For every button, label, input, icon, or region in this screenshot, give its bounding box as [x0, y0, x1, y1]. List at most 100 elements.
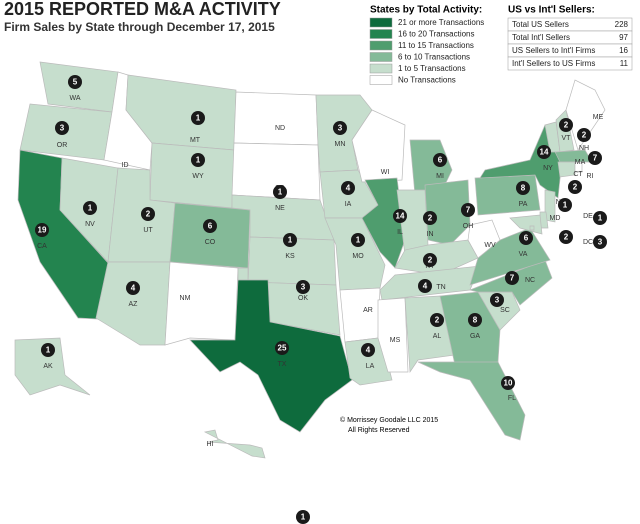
count-value: 14	[540, 148, 549, 157]
states	[14, 61, 606, 459]
state-label: ME	[593, 114, 604, 121]
count-badge	[341, 181, 355, 195]
legend-swatch	[369, 75, 393, 85]
count-badge	[333, 121, 347, 135]
count-value: 2	[564, 121, 569, 130]
state-label: IA	[345, 201, 352, 208]
count-badge	[191, 111, 205, 125]
state-label: KS	[285, 253, 295, 260]
count-value: 4	[131, 284, 136, 293]
count-badge	[191, 153, 205, 167]
count-value: 19	[38, 226, 47, 235]
count-badge	[461, 203, 475, 217]
state-shape	[574, 161, 583, 173]
count-value: 14	[396, 212, 405, 221]
state-shape	[377, 297, 409, 373]
copyright: © Morrissey Goodale LLC 2015	[340, 416, 438, 424]
state-label: AR	[363, 307, 373, 314]
state-shape	[479, 124, 563, 199]
state-shape	[565, 79, 606, 151]
state-shape	[467, 219, 501, 259]
state-label: VT	[562, 135, 572, 142]
legend-label: 21 or more Transactions	[398, 18, 484, 27]
state-label: NM	[180, 295, 191, 302]
count-value: 2	[146, 210, 151, 219]
count-badge	[519, 231, 533, 245]
table-label: Total US Sellers	[512, 20, 569, 29]
count-value: 4	[423, 282, 428, 291]
legend-label: 16 to 20 Transactions	[398, 30, 475, 39]
state-shape	[351, 109, 406, 183]
state-label: WI	[381, 169, 390, 176]
count-badge	[275, 341, 289, 355]
count-value: 3	[338, 124, 343, 133]
table-row	[507, 56, 633, 71]
count-value: 3	[598, 238, 603, 247]
state-label: NH	[579, 145, 589, 152]
state-label: DE	[583, 213, 593, 220]
state-label: WY	[192, 173, 204, 180]
state-label: NE	[275, 205, 285, 212]
state-label: MN	[335, 141, 346, 148]
count-value: 3	[495, 296, 500, 305]
count-value: 1	[598, 214, 603, 223]
count-value: 6	[208, 222, 213, 231]
count-badge	[141, 207, 155, 221]
count-value: 1	[563, 201, 568, 210]
count-badge	[351, 233, 365, 247]
state-label: PA	[519, 201, 528, 208]
count-value: 2	[435, 316, 440, 325]
count-value: 25	[278, 344, 287, 353]
state-label: ID	[122, 162, 129, 169]
count-value: 5	[73, 78, 78, 87]
state-label: SC	[500, 307, 510, 314]
count-badge	[393, 209, 407, 223]
state-label: MS	[390, 337, 401, 344]
count-value: 1	[356, 236, 361, 245]
state-label: NC	[525, 277, 535, 284]
state-label: ND	[275, 125, 285, 132]
count-badge	[126, 281, 140, 295]
count-value: 1	[278, 188, 283, 197]
count-badge	[593, 211, 607, 225]
count-value: 1	[288, 236, 293, 245]
legend-swatch	[369, 29, 393, 39]
state-label: NV	[85, 221, 95, 228]
count-badge	[501, 376, 515, 390]
count-badge	[588, 151, 602, 165]
count-value: 2	[564, 233, 569, 242]
count-value: 6	[438, 156, 443, 165]
state-label: MD	[550, 215, 561, 222]
state-label: CA	[37, 243, 47, 250]
state-label: MO	[352, 253, 364, 260]
subtitle: Firm Sales by State through December 17,…	[4, 20, 275, 34]
legend-label: No Transactions	[398, 76, 456, 85]
state-shape	[339, 287, 381, 343]
state-label: GA	[470, 333, 480, 340]
state-label: OR	[57, 142, 68, 149]
state-shape	[164, 261, 239, 346]
count-value: 7	[593, 154, 598, 163]
state-label: UT	[143, 227, 153, 234]
state-label: WA	[69, 95, 80, 102]
state-label: LA	[366, 363, 375, 370]
count-value: 2	[428, 256, 433, 265]
count-badge	[361, 343, 375, 357]
table-value: 16	[619, 46, 628, 55]
copyright: All Rights Reserved	[348, 427, 410, 434]
count-badge	[433, 153, 447, 167]
table-title: US vs Int'l Sellers:	[508, 5, 595, 16]
legend-swatch	[369, 52, 393, 62]
count-badge	[35, 223, 49, 237]
state-label: VA	[519, 251, 528, 258]
count-value: 7	[466, 206, 471, 215]
state-shape	[557, 161, 576, 178]
state-label: FL	[508, 395, 516, 402]
state-shape	[169, 202, 251, 269]
state-label: CT	[573, 171, 583, 178]
count-badge	[468, 313, 482, 327]
state-label: MT	[190, 137, 201, 144]
count-badge	[296, 280, 310, 294]
count-badge	[568, 180, 582, 194]
